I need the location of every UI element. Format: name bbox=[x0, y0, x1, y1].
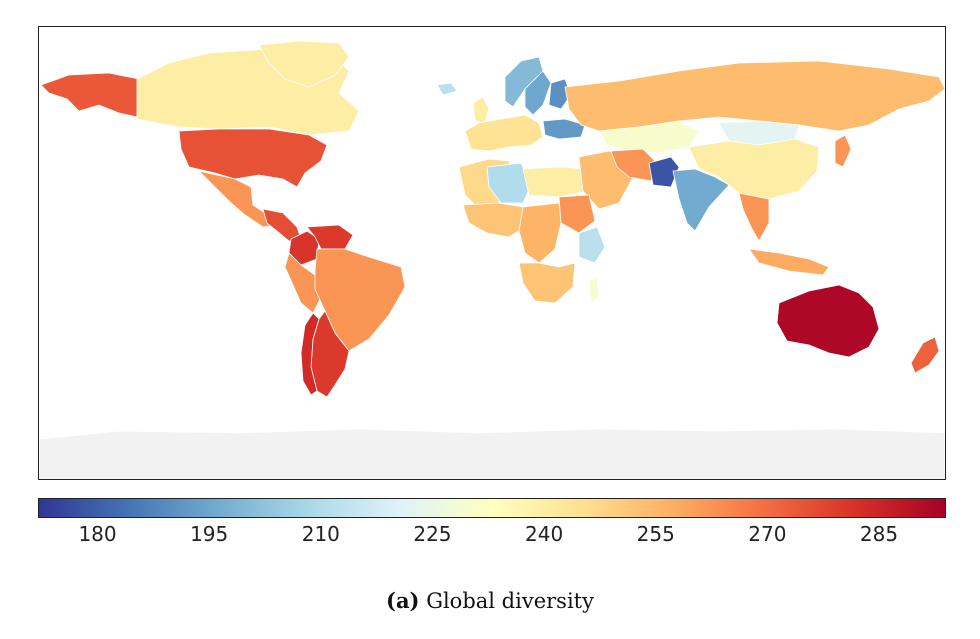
figure-caption: (a) Global diversity bbox=[0, 588, 980, 613]
colorbar-tick-285: 285 bbox=[859, 522, 899, 546]
region-antarctica bbox=[39, 428, 945, 479]
region-japan bbox=[834, 134, 852, 168]
world-map bbox=[38, 26, 946, 480]
colorbar-tick-225: 225 bbox=[413, 522, 452, 546]
region-southeast-asia bbox=[738, 192, 770, 242]
region-western-europe bbox=[464, 114, 544, 152]
region-brazil bbox=[314, 248, 406, 352]
region-sudan bbox=[558, 194, 596, 234]
region-madagascar bbox=[588, 276, 600, 304]
region-alaska bbox=[40, 72, 140, 118]
region-iceland bbox=[436, 82, 458, 96]
region-southern-africa bbox=[518, 262, 576, 304]
colorbar-gradient bbox=[39, 499, 945, 517]
colorbar-tick-180: 180 bbox=[78, 522, 117, 546]
region-libya-egypt bbox=[522, 166, 590, 198]
region-united-states bbox=[178, 128, 328, 188]
region-russia bbox=[564, 60, 945, 132]
caption-text: Global diversity bbox=[426, 589, 594, 613]
region-central-africa bbox=[518, 202, 562, 264]
region-sweden bbox=[524, 70, 552, 116]
region-greenland bbox=[258, 40, 350, 88]
colorbar-tick-255: 255 bbox=[636, 522, 675, 546]
region-indonesia bbox=[748, 248, 830, 276]
colorbar-tick-195: 195 bbox=[190, 522, 229, 546]
colorbar-tick-210: 210 bbox=[301, 522, 340, 546]
region-algeria bbox=[486, 162, 532, 204]
colorbar-tick-270: 270 bbox=[748, 522, 787, 546]
region-india bbox=[672, 168, 730, 232]
region-iran bbox=[610, 148, 658, 182]
region-west-africa bbox=[462, 202, 526, 238]
region-australia bbox=[776, 284, 880, 358]
region-finland bbox=[548, 78, 572, 110]
colorbar bbox=[38, 498, 946, 518]
region-china bbox=[688, 138, 820, 200]
region-new-zealand bbox=[910, 336, 940, 374]
colorbar-tick-240: 240 bbox=[525, 522, 564, 546]
region-united-kingdom bbox=[472, 96, 490, 124]
region-chile bbox=[300, 312, 320, 396]
region-ukraine bbox=[542, 118, 586, 140]
map-canvas bbox=[39, 40, 945, 479]
caption-label: (a) bbox=[386, 588, 420, 613]
region-kenya bbox=[578, 226, 606, 264]
region-mexico bbox=[197, 170, 276, 228]
